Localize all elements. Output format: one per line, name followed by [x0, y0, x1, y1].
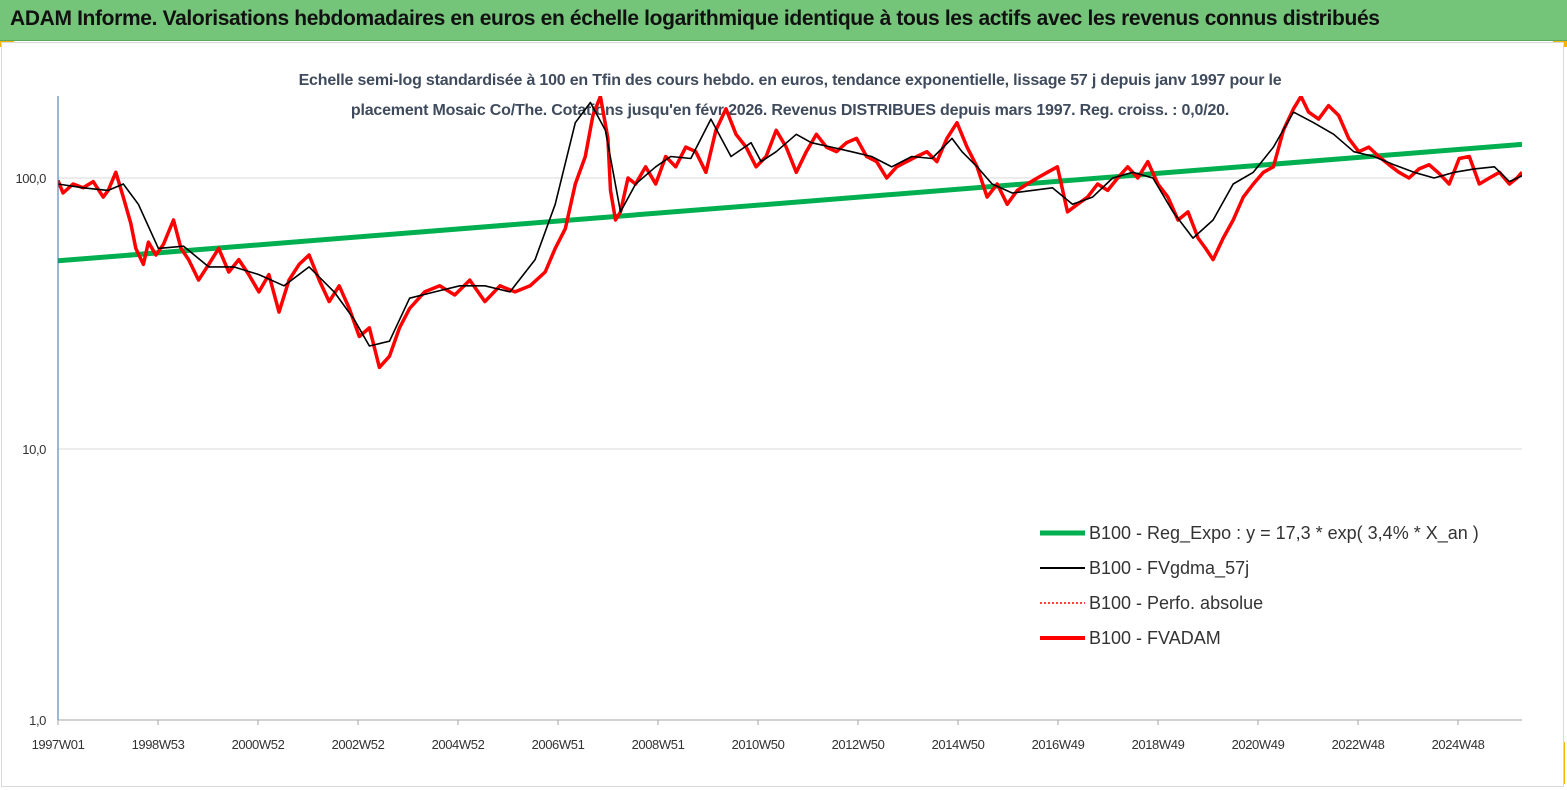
x-tick-label: 2004W52 [432, 737, 485, 752]
chart-subtitle: Echelle semi-log standardisée à 100 en T… [60, 66, 1520, 126]
x-tick-label: 2002W52 [332, 737, 385, 752]
x-tick-label: 2008W51 [632, 737, 685, 752]
y-tick-label: 1,0 [29, 713, 46, 728]
legend-item-reg-expo-label: B100 - Reg_Expo : y = 17,3 * exp( 3,4% *… [1089, 523, 1479, 544]
x-tick-label: 2000W52 [232, 737, 285, 752]
x-tick-label: 2016W49 [1032, 737, 1085, 752]
chart-subtitle-line2: placement Mosaic Co/The. Cotations jusqu… [350, 102, 1230, 119]
legend-item-perfo-label: B100 - Perfo. absolue [1089, 593, 1263, 613]
x-tick-label: 2012W50 [832, 737, 885, 752]
x-tick-label: 1998W53 [132, 737, 185, 752]
x-tick-label: 2006W51 [532, 737, 585, 752]
x-tick-label: 2014W50 [932, 737, 985, 752]
y-tick-label: 10,0 [22, 442, 46, 457]
series-group [58, 96, 1522, 370]
legend-item-fvgdma-label: B100 - FVgdma_57j [1089, 558, 1249, 579]
axes-group: 1,0 10,0 100,0 1997W01 1998W53 2000W52 2002W52… [15, 96, 1522, 752]
x-tick-label: 1997W01 [32, 737, 85, 752]
x-tick-label: 2024W48 [1432, 737, 1485, 752]
x-tick-label: 2018W49 [1132, 737, 1185, 752]
x-tick-label: 2010W50 [732, 737, 785, 752]
legend: B100 - Reg_Expo : y = 17,3 * exp( 3,4% *… [1040, 523, 1479, 648]
page-title: ADAM Informe. Valorisations hebdomadaire… [10, 7, 1380, 30]
chart-subtitle-line1: Echelle semi-log standardisée à 100 en T… [298, 72, 1282, 89]
legend-item-fvadam-label: B100 - FVADAM [1089, 628, 1221, 648]
series-line-fvgdma [58, 101, 1522, 347]
x-tick-label: 2020W49 [1232, 737, 1285, 752]
series-line-reg-expo [58, 141, 1522, 264]
chart-area [1, 42, 1564, 787]
grid-lines [58, 177, 1522, 721]
x-tick-label: 2022W48 [1332, 737, 1385, 752]
series-line-fvadam [58, 96, 1522, 370]
header-banner: ADAM Informe. Valorisations hebdomadaire… [0, 0, 1567, 41]
y-tick-label: 100,0 [15, 171, 46, 186]
